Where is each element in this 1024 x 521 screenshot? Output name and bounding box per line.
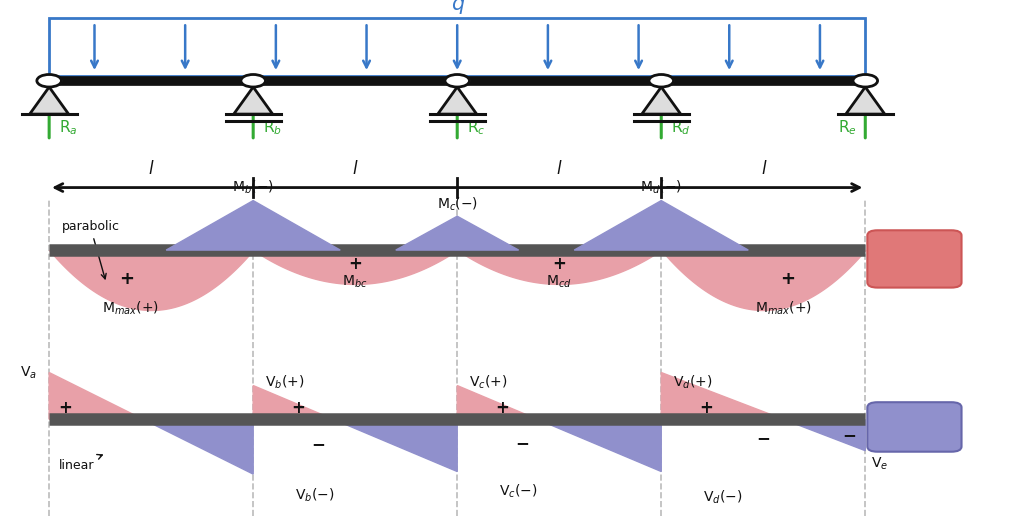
Text: R$_a$: R$_a$ — [59, 118, 78, 137]
Polygon shape — [166, 201, 340, 250]
Text: −: − — [757, 429, 770, 447]
FancyBboxPatch shape — [867, 402, 962, 452]
Text: +: + — [552, 255, 566, 274]
Text: +: + — [291, 399, 305, 417]
Text: +: + — [780, 270, 796, 288]
Text: parabolic: parabolic — [61, 220, 120, 279]
Text: −: − — [246, 220, 260, 238]
Text: V$_e$: V$_e$ — [871, 456, 889, 472]
Text: V$_c$(+): V$_c$(+) — [469, 373, 508, 391]
Polygon shape — [253, 386, 334, 419]
Polygon shape — [395, 216, 518, 250]
Text: M$_{cd}$: M$_{cd}$ — [547, 274, 572, 290]
Text: R$_d$: R$_d$ — [672, 118, 691, 137]
Text: l: l — [148, 160, 154, 178]
Text: l: l — [353, 160, 357, 178]
Text: V$_a$: V$_a$ — [19, 364, 37, 381]
Text: M$_{max}$(+): M$_{max}$(+) — [102, 299, 159, 317]
Polygon shape — [457, 386, 538, 419]
Text: +: + — [496, 399, 509, 417]
Text: l: l — [557, 160, 561, 178]
Polygon shape — [334, 419, 457, 472]
Circle shape — [444, 75, 469, 87]
Polygon shape — [642, 87, 681, 114]
Text: +: + — [348, 255, 362, 274]
Text: V$_d$(−): V$_d$(−) — [702, 488, 742, 505]
Polygon shape — [574, 201, 749, 250]
Text: M$_b$(−): M$_b$(−) — [232, 179, 274, 196]
Polygon shape — [846, 87, 885, 114]
Text: +: + — [58, 399, 73, 417]
Polygon shape — [538, 419, 662, 472]
Circle shape — [853, 75, 878, 87]
Text: linear: linear — [59, 454, 102, 472]
Bar — [49, 18, 865, 76]
FancyBboxPatch shape — [867, 230, 962, 288]
Text: −: − — [451, 227, 464, 245]
Text: V: V — [905, 407, 924, 431]
Circle shape — [649, 75, 674, 87]
Polygon shape — [233, 87, 272, 114]
Circle shape — [241, 75, 265, 87]
Text: q: q — [451, 0, 464, 14]
Text: V$_b$(+): V$_b$(+) — [265, 373, 305, 391]
Polygon shape — [783, 419, 865, 451]
Polygon shape — [49, 373, 143, 419]
Circle shape — [37, 75, 61, 87]
Text: +: + — [699, 399, 713, 417]
Text: l: l — [761, 160, 766, 178]
Polygon shape — [143, 419, 253, 474]
Polygon shape — [437, 87, 476, 114]
Text: −: − — [515, 434, 529, 452]
Text: −: − — [842, 426, 856, 444]
Text: M$_d$(−): M$_d$(−) — [640, 179, 682, 196]
Text: R$_b$: R$_b$ — [263, 118, 283, 137]
Polygon shape — [30, 87, 69, 114]
Text: R$_e$: R$_e$ — [839, 118, 857, 137]
Text: M$_c$(−): M$_c$(−) — [436, 196, 478, 213]
Text: M: M — [902, 237, 927, 260]
Text: V$_d$(+): V$_d$(+) — [674, 373, 713, 391]
Text: M$_{max}$(+): M$_{max}$(+) — [756, 299, 812, 317]
Text: +: + — [119, 270, 134, 288]
Text: −: − — [654, 220, 669, 238]
Text: M$_{bc}$: M$_{bc}$ — [342, 274, 368, 290]
Polygon shape — [662, 373, 783, 419]
Text: −: − — [311, 435, 326, 453]
Text: V$_b$(−): V$_b$(−) — [295, 486, 334, 503]
Text: R$_c$: R$_c$ — [467, 118, 486, 137]
Text: V$_c$(−): V$_c$(−) — [499, 483, 538, 500]
